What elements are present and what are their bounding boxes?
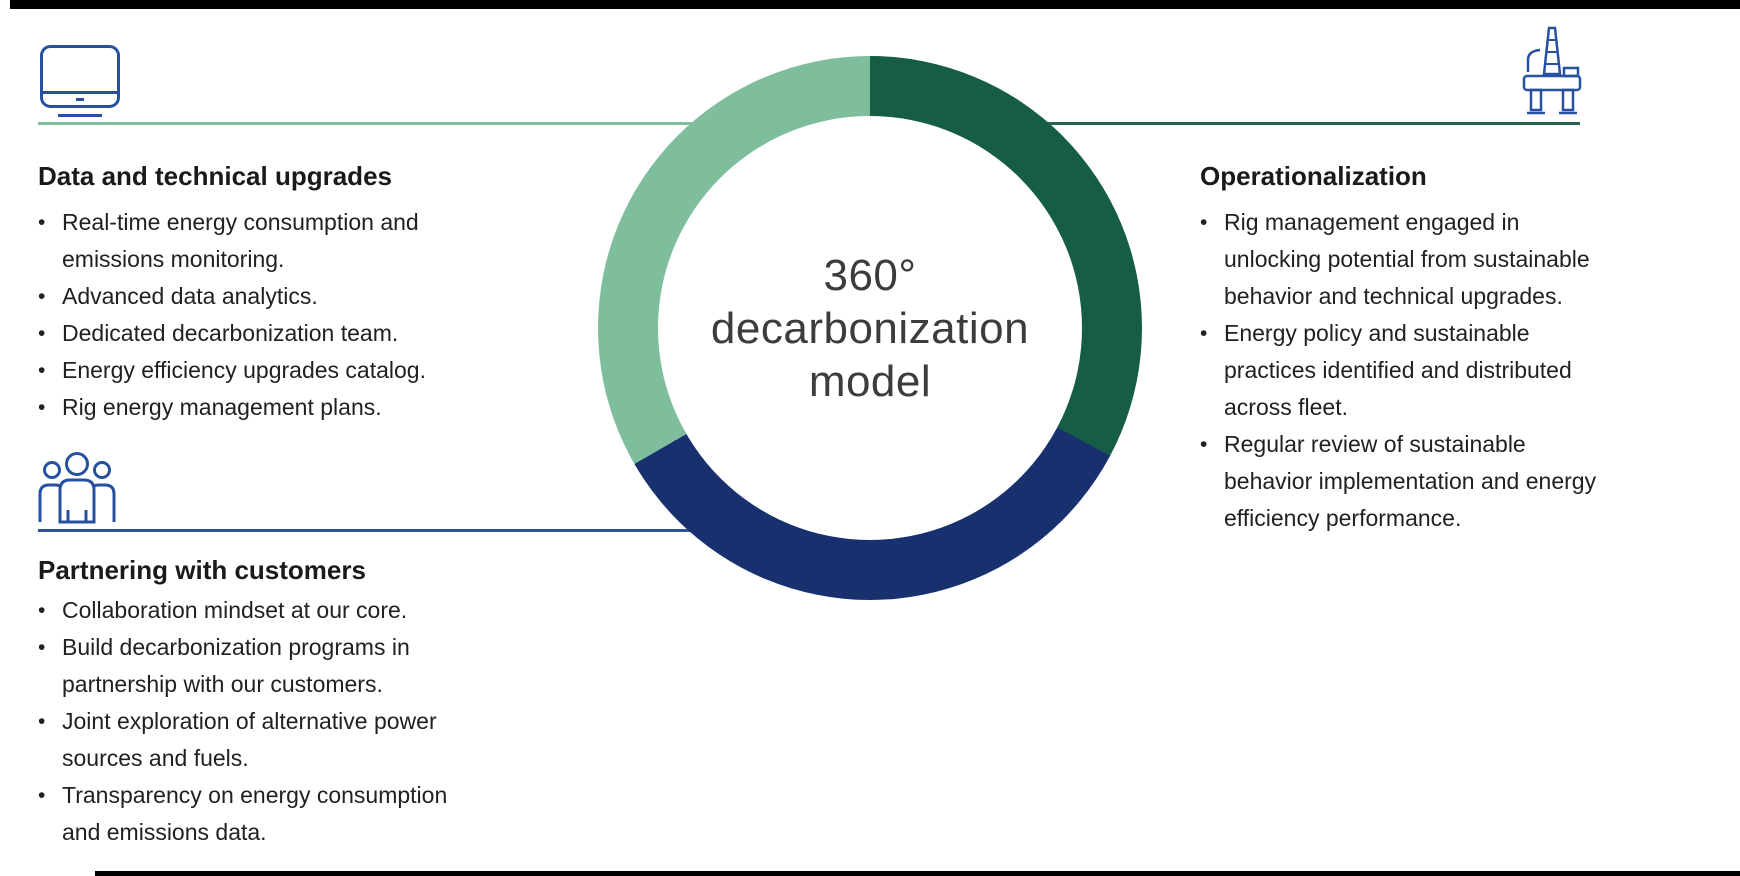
bullet-dot <box>38 278 62 315</box>
list-item: Energy efficiency upgrades catalog. <box>38 352 538 389</box>
monitor-icon <box>40 45 120 119</box>
bottom-black-bar <box>95 871 1740 876</box>
list-item: Transparency on energy consumption and e… <box>38 777 538 851</box>
list-item: Rig management engaged in unlocking pote… <box>1200 204 1690 315</box>
list-item: Energy policy and sustainable practices … <box>1200 315 1690 426</box>
list-item: Real-time energy consumption and emissio… <box>38 204 538 278</box>
bullet-dot <box>38 592 62 629</box>
top-black-bar <box>10 0 1740 9</box>
people-icon <box>38 452 116 524</box>
list-item: Build decarbonization programs in partne… <box>38 629 538 703</box>
list-item: Advanced data analytics. <box>38 278 538 315</box>
list-item: Rig energy management plans. <box>38 389 538 426</box>
oil-rig-icon <box>1522 26 1582 118</box>
section-title-partnering-with-customers: Partnering with customers <box>38 555 366 585</box>
donut-center-label: 360° decarbonization model <box>710 250 1030 406</box>
donut-hole: 360° decarbonization model <box>658 116 1082 540</box>
bullet-list-data: Real-time energy consumption and emissio… <box>38 204 538 426</box>
bullet-dot <box>38 352 62 389</box>
bullet-dot <box>1200 315 1224 352</box>
bullet-dot <box>38 204 62 241</box>
bullet-dot <box>38 703 62 740</box>
section-title-operationalization: Operationalization <box>1200 161 1427 191</box>
bullet-list-operationalization: Rig management engaged in unlocking pote… <box>1200 204 1690 537</box>
list-item: Regular review of sustainable behavior i… <box>1200 426 1690 537</box>
divider-operationalization-section <box>870 122 1580 125</box>
bullet-dot <box>38 629 62 666</box>
divider-partnering-section <box>38 529 870 532</box>
list-item: Joint exploration of alternative power s… <box>38 703 538 777</box>
donut-ring: 360° decarbonization model <box>598 56 1142 600</box>
bullet-dot <box>1200 426 1224 463</box>
bullet-dot <box>38 315 62 352</box>
bullet-dot <box>38 777 62 814</box>
section-title-data-and-technical-upgrades: Data and technical upgrades <box>38 161 392 191</box>
list-item: Collaboration mindset at our core. <box>38 592 538 629</box>
bullet-dot <box>1200 204 1224 241</box>
bullet-dot <box>38 389 62 426</box>
divider-data-section <box>38 122 870 125</box>
list-item: Dedicated decarbonization team. <box>38 315 538 352</box>
bullet-list-partnering: Collaboration mindset at our core. Build… <box>38 592 538 851</box>
